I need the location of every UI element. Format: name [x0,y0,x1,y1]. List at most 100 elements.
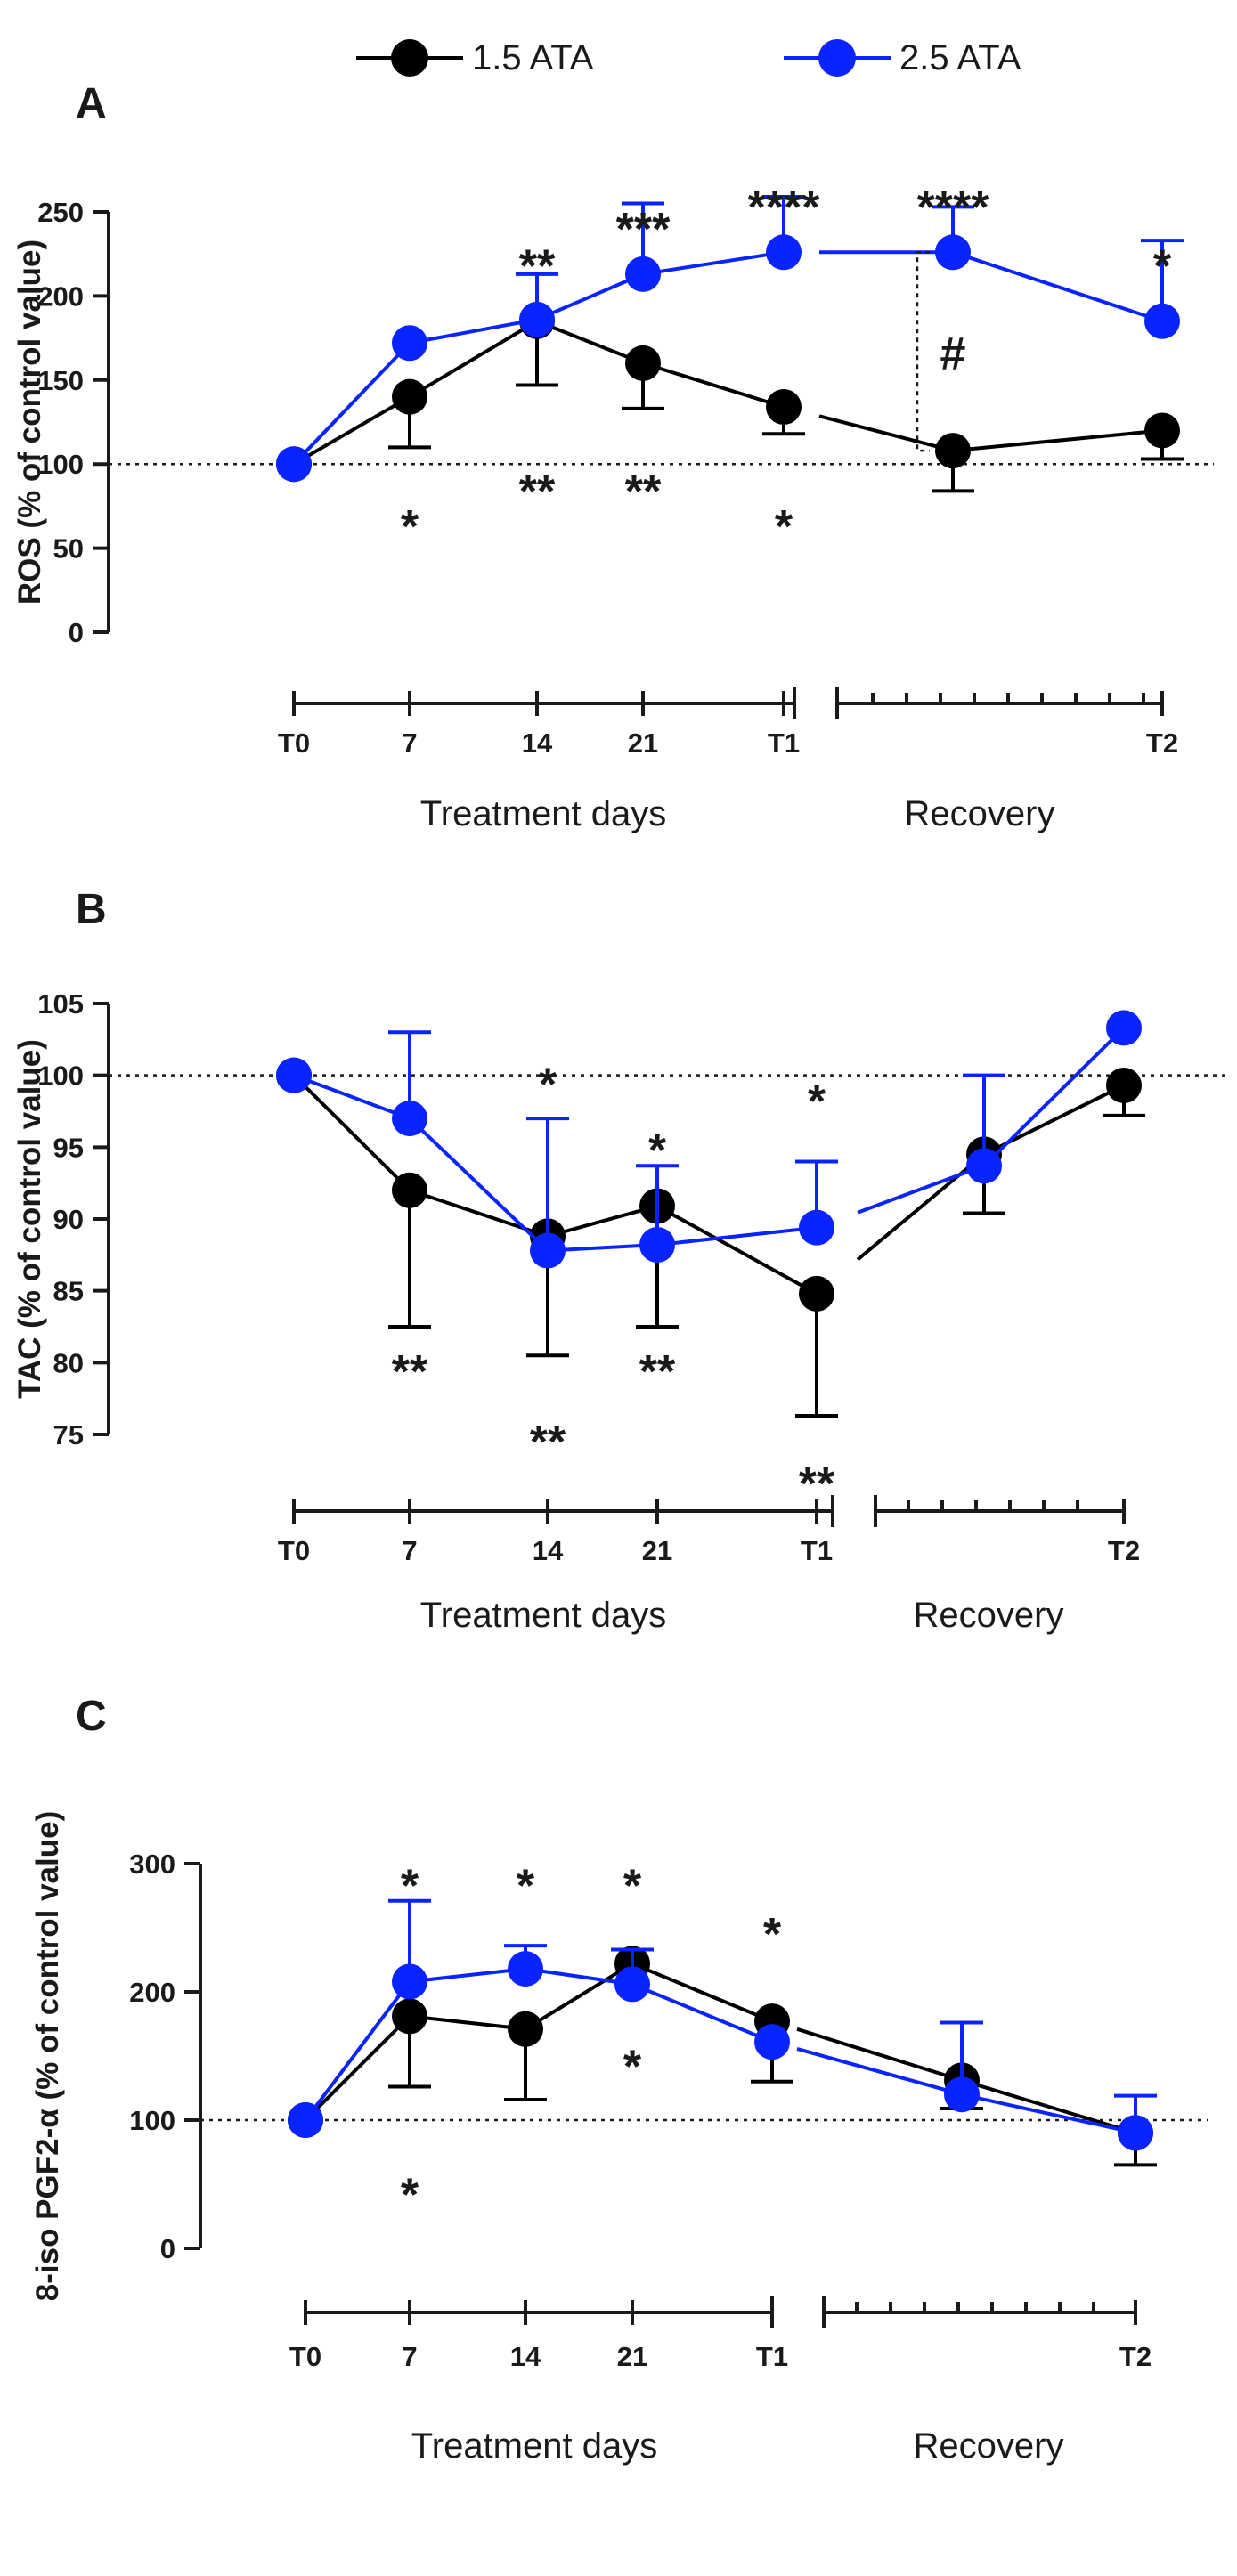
series-line [292,341,411,466]
series-2-5-ata [288,1898,1157,2151]
panels: A ROS (% of control value) 0 50 100 150 200 250… [12,80,1229,2466]
series-line [292,394,411,466]
data-point [392,1998,427,2035]
series-line [536,319,644,365]
series-line [656,1225,818,1247]
series-line [961,2092,1136,2135]
series-line [409,2014,526,2031]
data-point [1144,303,1180,339]
x-tick-label: T1 [801,1535,833,1566]
series-line [796,2027,963,2083]
data-point [799,1209,834,1246]
panel-B: B TAC (% of control value)75 80 85 90 95 100 10… [12,886,1229,1635]
data-point [1144,412,1180,449]
x-tick-label: 14 [522,727,553,759]
data-point [625,256,661,292]
y-tick-label: 50 [53,533,84,565]
series-line [642,250,785,276]
data-point [1118,2115,1153,2151]
series-line [525,1967,633,1987]
series-1-5-ata [276,1057,1145,1418]
x-tick-label: 14 [510,2341,541,2372]
series-line [952,428,1163,453]
x-axis-label-recovery: Recovery [914,2426,1064,2466]
data-point [276,446,312,483]
panel-letter: C [76,1693,107,1740]
significance-mark: * [517,1860,535,1912]
series-line [409,1967,526,1984]
series-line [408,320,539,399]
data-point [766,234,802,271]
data-point [639,1227,675,1264]
panel-C: C 8-iso PGF2-α (% of control value) 0 100 20… [30,1693,1208,2466]
panel-A: A ROS (% of control value) 0 50 100 150 200 250… [12,80,1214,833]
series-2-5-ata [276,1010,1142,1269]
y-tick-label: 250 [37,197,84,228]
series-line [547,1204,658,1239]
significance-mark: * [648,1125,667,1177]
y-tick-label: 200 [37,280,84,312]
x-tick-label: T0 [278,727,310,759]
y-tick-label: 95 [53,1132,84,1163]
legend-entry: 1.5 ATA [356,38,594,77]
significance-bracket [916,251,930,452]
data-point [935,234,971,271]
data-point [519,301,555,337]
x-axis-label-recovery: Recovery [905,794,1055,833]
data-point [392,325,427,362]
data-point [799,1275,834,1312]
panel-letter: A [76,80,107,127]
significance-mark: * [623,2042,642,2093]
series-line [857,1164,985,1215]
data-point [1106,1067,1142,1103]
series-2-5-ata [276,195,1184,483]
data-point [508,2011,543,2047]
y-tick-label: 90 [53,1204,84,1235]
series-line [631,1962,773,2023]
significance-mark: ** [625,466,662,517]
series-line [631,1982,773,2044]
series-line [961,2078,1136,2135]
significance-mark: * [1153,240,1172,292]
series-line [409,317,538,345]
x-tick-label: T0 [289,2341,321,2372]
x-tick-label: 21 [628,727,658,759]
x-axis: T0 7 14 21 T1 T2 Treatment days Recovery [278,687,1178,833]
x-tick-label: T0 [278,1535,310,1566]
data-point [614,1966,650,2003]
series-line [536,272,644,321]
series-line [982,1027,1126,1167]
series-line [408,1117,549,1252]
data-point [392,1963,427,2000]
data-point [766,389,802,426]
panel-letter: B [76,886,107,933]
series-line [952,250,1163,323]
significance-mark: * [401,2170,419,2222]
significance-mark: **** [917,182,990,233]
series-line [656,1204,818,1296]
data-point [392,378,427,415]
data-point [966,1148,1002,1184]
y-tick-label: 0 [69,617,84,648]
series-line [796,2046,963,2097]
data-point [530,1232,566,1269]
legend: 1.5 ATA 2.5 ATA [356,38,1021,77]
x-tick-label: 7 [402,727,417,759]
significance-mark: * [775,501,793,553]
x-axis: T0 7 14 21 T1 T2 Treatment days Recovery [289,2296,1152,2466]
significance-mark: *** [616,204,671,256]
x-tick-label: T2 [1108,1535,1140,1566]
x-axis: T0 7 14 21 T1 T2 Treatment days Recovery [278,1495,1140,1635]
significance-mark: ** [639,1346,676,1398]
x-axis-label-treatment: Treatment days [420,1596,666,1635]
series-line [292,1074,411,1192]
y-tick-label: 105 [37,988,84,1020]
data-point [508,1951,543,1987]
significance-mark: * [401,1860,419,1912]
series-line [818,414,954,453]
significance-mark: * [763,1909,782,1961]
x-axis-label-treatment: Treatment days [420,794,666,833]
data-point [935,433,971,469]
legend-label: 1.5 ATA [472,38,594,77]
